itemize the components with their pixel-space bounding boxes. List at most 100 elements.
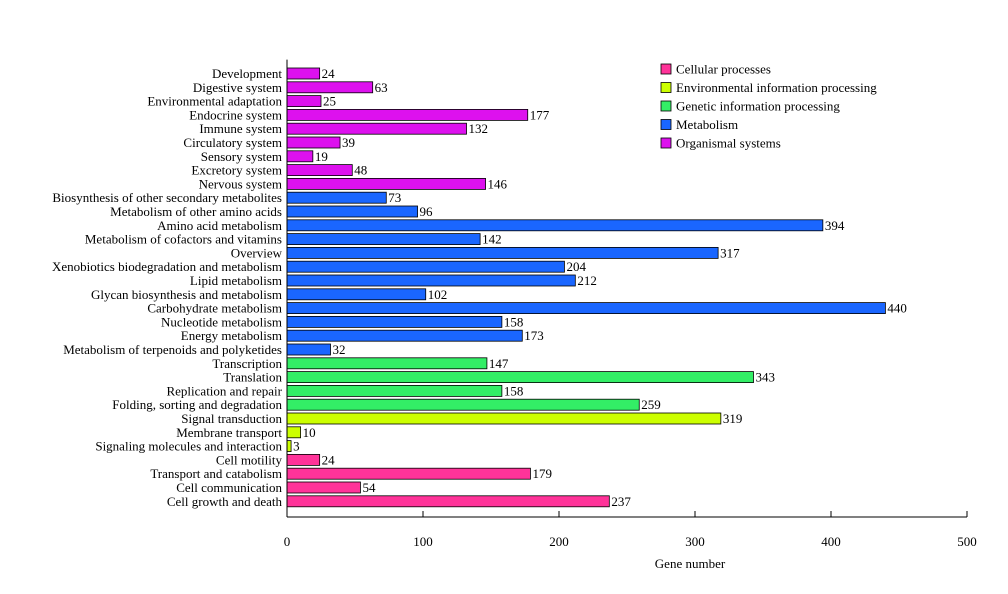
category-label: Metabolism of other amino acids xyxy=(110,204,282,219)
bar-biosynthesis-of-other-secondary-metabolites xyxy=(286,191,387,204)
value-label: 19 xyxy=(315,149,328,164)
category-label: Xenobiotics biodegradation and metabolis… xyxy=(52,259,282,274)
category-label: Digestive system xyxy=(193,80,282,95)
category-label: Development xyxy=(212,66,282,81)
value-label: 158 xyxy=(504,314,524,329)
x-tick-label: 100 xyxy=(413,534,433,549)
bar-membrane-transport xyxy=(286,426,302,439)
value-label: 212 xyxy=(577,273,597,288)
bar-translation xyxy=(286,371,754,384)
value-label: 147 xyxy=(489,356,509,371)
legend-swatch-metabolism xyxy=(660,119,672,130)
category-label: Cell communication xyxy=(176,480,282,495)
value-label: 317 xyxy=(720,245,740,260)
x-tick-label: 300 xyxy=(685,534,705,549)
category-label: Overview xyxy=(231,245,283,260)
category-label: Metabolism of cofactors and vitamins xyxy=(85,232,282,247)
bar-transcription xyxy=(286,357,488,370)
bar-cell-communication xyxy=(286,481,361,494)
legend-label: Cellular processes xyxy=(676,62,771,77)
value-label: 394 xyxy=(825,218,845,233)
x-tick-label: 500 xyxy=(957,534,977,549)
category-label: Carbohydrate metabolism xyxy=(147,301,282,316)
value-label: 63 xyxy=(375,80,388,95)
value-label: 10 xyxy=(303,425,316,440)
x-tick-label: 200 xyxy=(549,534,569,549)
value-label: 343 xyxy=(755,370,775,385)
value-label: 3 xyxy=(293,439,300,454)
value-label: 146 xyxy=(488,176,508,191)
bar-energy-metabolism xyxy=(286,329,523,342)
value-label: 32 xyxy=(333,342,346,357)
bar-immune-system xyxy=(286,122,467,135)
category-label: Membrane transport xyxy=(176,425,282,440)
category-label: Amino acid metabolism xyxy=(157,218,282,233)
bar-development xyxy=(286,67,321,80)
bar-lipid-metabolism xyxy=(286,274,576,287)
category-label: Signal transduction xyxy=(181,411,282,426)
value-label: 237 xyxy=(611,494,631,509)
x-tick-label: 400 xyxy=(821,534,841,549)
category-label: Transport and catabolism xyxy=(150,466,282,481)
legend: Cellular processes Environmental informat… xyxy=(660,62,877,151)
category-label: Folding, sorting and degradation xyxy=(112,397,282,412)
value-label: 102 xyxy=(428,287,448,302)
x-axis-title: Gene number xyxy=(655,556,726,571)
value-label: 440 xyxy=(887,301,907,316)
value-label: 142 xyxy=(482,232,502,247)
value-label: 48 xyxy=(354,163,367,178)
category-label: Metabolism of terpenoids and polyketides xyxy=(63,342,282,357)
category-label: Translation xyxy=(223,370,282,385)
bar-folding-sorting-and-degradation xyxy=(286,398,640,411)
category-label: Transcription xyxy=(212,356,282,371)
bars-layer xyxy=(286,67,886,508)
category-label: Lipid metabolism xyxy=(190,273,282,288)
bar-signal-transduction xyxy=(286,412,722,425)
bar-cell-growth-and-death xyxy=(286,495,610,508)
category-label: Replication and repair xyxy=(166,383,282,398)
category-label: Sensory system xyxy=(201,149,282,164)
bar-environmental-adaptation xyxy=(286,95,322,107)
bar-overview xyxy=(286,246,719,259)
legend-label: Genetic information processing xyxy=(676,99,840,114)
category-label: Environmental adaptation xyxy=(147,94,282,109)
bar-amino-acid-metabolism xyxy=(286,219,824,232)
value-labels: 24 63 25 177 132 39 19 48 146 73 96 394 142 317 204212… xyxy=(293,66,907,509)
x-axis: 0 100 200 300 400 500 xyxy=(284,59,977,549)
legend-label: Organismal systems xyxy=(676,136,781,151)
bar-excretory-system xyxy=(286,164,353,177)
category-label: Energy metabolism xyxy=(181,328,282,343)
value-label: 319 xyxy=(723,411,743,426)
bar-nervous-system xyxy=(286,177,486,190)
legend-swatch-organismal-systems xyxy=(660,137,672,149)
bar-xenobiotics-biodegradation-and-metabolism xyxy=(286,260,565,273)
value-label: 73 xyxy=(388,190,401,205)
bar-metabolism-of-cofactors-and-vitamins xyxy=(286,233,481,246)
value-label: 204 xyxy=(566,259,586,274)
category-label: Immune system xyxy=(199,121,282,136)
category-label: Circulatory system xyxy=(183,135,282,150)
legend-swatch-cellular-processes xyxy=(660,63,672,75)
category-label: Biosynthesis of other secondary metaboli… xyxy=(52,190,282,205)
bar-transport-and-catabolism xyxy=(286,467,531,480)
category-label: Cell growth and death xyxy=(167,494,283,509)
value-label: 39 xyxy=(342,135,355,150)
bar-carbohydrate-metabolism xyxy=(286,302,886,315)
value-label: 24 xyxy=(322,66,336,81)
legend-label: Metabolism xyxy=(676,117,738,132)
bar-replication-and-repair xyxy=(286,384,503,397)
bar-circulatory-system xyxy=(286,136,341,149)
legend-label: Environmental information processing xyxy=(676,80,877,95)
category-label: Nucleotide metabolism xyxy=(161,314,282,329)
value-label: 177 xyxy=(530,107,550,122)
category-label: Signaling molecules and interaction xyxy=(95,439,282,454)
bar-endocrine-system xyxy=(286,109,529,121)
category-label: Glycan biosynthesis and metabolism xyxy=(91,287,282,302)
legend-swatch-environmental-information-processing xyxy=(660,82,672,93)
bar-sensory-system xyxy=(286,150,314,163)
value-label: 24 xyxy=(322,452,336,467)
bar-metabolism-of-terpenoids-and-polyketides xyxy=(286,343,331,356)
bar-signaling-molecules-and-interaction xyxy=(286,440,292,453)
bar-nucleotide-metabolism xyxy=(286,315,503,328)
